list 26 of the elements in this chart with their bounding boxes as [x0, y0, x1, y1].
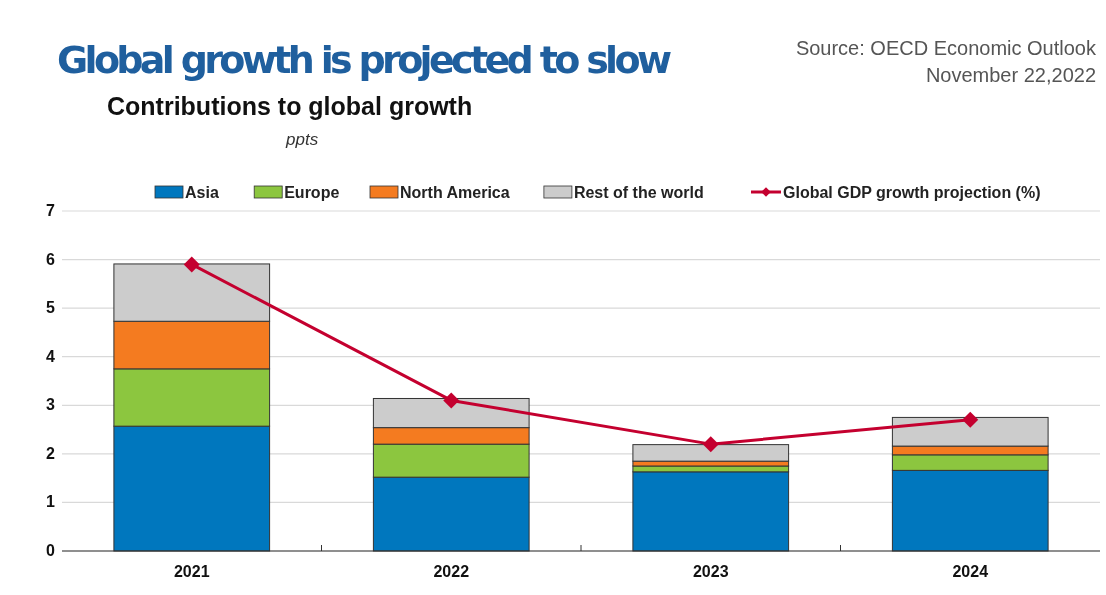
legend-label: Rest of the world [573, 184, 704, 201]
point [702, 436, 719, 453]
point [183, 256, 200, 273]
chart-subtitle: Contributions to global growth [107, 92, 473, 120]
y-tick-label: 7 [46, 202, 56, 219]
legend-label: Europe [284, 184, 340, 201]
y-tick-label: 1 [46, 493, 56, 511]
legend-label: North America [400, 184, 510, 201]
x-tick-label: 2022 [433, 563, 470, 580]
x-tick-label: 2023 [692, 563, 729, 580]
x-tick-label: 2021 [173, 563, 210, 580]
text: November 22,2022 [925, 64, 1096, 86]
y-tick-label: 3 [46, 396, 56, 414]
y-tick-label: 2 [46, 444, 56, 462]
y-tick-label: 5 [46, 299, 56, 317]
point [962, 411, 979, 428]
y-tick-label: 4 [46, 347, 56, 365]
source-note: Source: OECD Economic Outlook [795, 37, 1097, 59]
legend-label: Global GDP growth projection (%) [783, 184, 1041, 201]
y-tick-label: 0 [46, 542, 56, 559]
legend-label: Asia [185, 184, 219, 201]
chart-title: Global growth is projected to slow [57, 38, 672, 82]
y-axis-title: ppts [285, 130, 319, 149]
y-tick-label: 6 [46, 250, 56, 268]
x-tick-label: 2024 [952, 563, 989, 580]
point [443, 392, 460, 409]
